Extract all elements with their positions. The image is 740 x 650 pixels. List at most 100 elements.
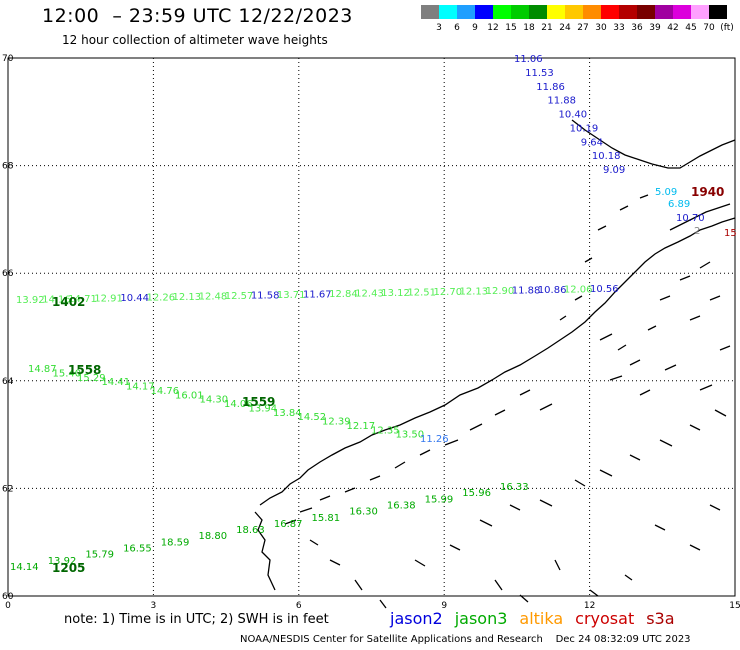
wave-height-value: 12.13: [460, 287, 489, 298]
y-tick-label: 68: [2, 162, 14, 172]
coastline: [254, 119, 736, 609]
legend-swatch: [691, 5, 709, 19]
wave-height-value: 11.67: [303, 290, 332, 301]
wave-height-value: 15.99: [425, 494, 454, 505]
wave-height-value: 14.52: [298, 412, 327, 423]
map-frame: [7, 57, 736, 597]
chart-subtitle: 12 hour collection of altimeter wave hei…: [62, 33, 328, 47]
wave-height-value: 13.50: [396, 430, 425, 441]
wave-height-value: 9.09: [603, 165, 625, 176]
legend-label: 15: [505, 23, 517, 33]
satellite-jason2: jason2: [390, 609, 443, 628]
wave-height-value: 12.51: [407, 288, 436, 299]
wave-height-value: 12.91: [94, 294, 123, 305]
wave-height-value: 12.13: [173, 292, 202, 303]
color-legend: 3 6 9 12 15 18 21 24 27 30 33 36 39 42 45 70 (ft): [421, 5, 734, 35]
y-tick-label: 60: [2, 592, 14, 602]
pass-time-label: 1205: [52, 561, 85, 575]
legend-label: 45: [685, 23, 697, 33]
wave-height-value: 18.59: [161, 537, 190, 548]
wave-height-value: 11.88: [547, 96, 576, 107]
wave-height-value: 13.94: [249, 403, 278, 414]
wave-height-value: 11.06: [514, 54, 543, 65]
y-tick-label: 62: [2, 484, 13, 494]
legend-label: 30: [595, 23, 607, 33]
wave-height-value: 16.33: [500, 482, 529, 493]
wave-height-value: 15.96: [462, 488, 491, 499]
legend-label: 3: [436, 23, 442, 33]
legend-swatch: [511, 5, 529, 19]
wave-height-value: 9.64: [581, 137, 603, 148]
x-tick-label: 6: [296, 601, 302, 611]
wave-height-value: 10.44: [120, 293, 149, 304]
pass-time-label: 1402: [52, 295, 85, 309]
legend-swatch: [475, 5, 493, 19]
wave-height-value: 13.12: [381, 288, 410, 299]
wave-height-value: 13.92: [16, 295, 45, 306]
legend-label: 42: [667, 23, 679, 33]
wave-height-value: 11.88: [512, 286, 541, 297]
pass-time-label: 1940: [691, 185, 724, 199]
legend-label: 39: [649, 23, 661, 33]
legend-label: 33: [613, 23, 625, 33]
wave-height-value: 11.26: [420, 434, 449, 445]
wave-height-value: 12.06: [564, 285, 593, 296]
wave-height-value: 14.41: [102, 377, 131, 388]
wave-height-value: 14.14: [10, 562, 39, 573]
wave-height-value: 15.40: [53, 368, 82, 379]
wave-height-value: 12.43: [355, 289, 384, 300]
wave-height-labels: 14.14 13.92 15.79 16.55 18.59 18.80 18.63 16.87…: [10, 54, 737, 575]
wave-height-value: 14.06: [224, 399, 253, 410]
satellite-cryosat: cryosat: [575, 609, 635, 628]
pass-time-label: 1558: [68, 363, 101, 377]
x-tick-label: 3: [151, 601, 157, 611]
wave-height-value: 14.16: [42, 295, 71, 306]
legend-swatch: [457, 5, 475, 19]
wave-height-value: 16.38: [387, 500, 416, 511]
legend-swatch: [655, 5, 673, 19]
wave-height-value: 18.63: [236, 525, 265, 536]
wave-height-value: 10.56: [590, 284, 619, 295]
axis-ticks: 0 3 6 9 12 15 60 62 64 66 68 70: [2, 54, 740, 611]
legend-label: 18: [523, 23, 535, 33]
x-tick-label: 9: [441, 601, 447, 611]
y-tick-label: 64: [2, 377, 14, 387]
wave-height-value: 12.35: [371, 425, 400, 436]
wave-height-value: 18.80: [198, 531, 227, 542]
wave-height-value: 15.29: [77, 373, 106, 384]
wave-height-value: 10.70: [676, 213, 705, 224]
wave-height-value: 12.84: [329, 289, 358, 300]
legend-swatch: [619, 5, 637, 19]
x-tick-label: 0: [5, 601, 11, 611]
wave-height-value: 12.90: [486, 286, 515, 297]
wave-height-value: 10.19: [570, 123, 599, 134]
x-tick-label: 12: [584, 601, 595, 611]
legend-swatch: [421, 5, 439, 19]
legend-swatch: [493, 5, 511, 19]
legend-label: 6: [454, 23, 460, 33]
wave-height-value: 13.71: [277, 290, 306, 301]
wave-height-value: 12.57: [225, 291, 254, 302]
wave-height-value: 5.09: [655, 187, 677, 198]
wave-height-value: 10.86: [538, 285, 567, 296]
legend-swatch: [529, 5, 547, 19]
legend-label: 9: [472, 23, 478, 33]
grid-lines: [8, 58, 735, 596]
wave-height-value: 6.89: [668, 199, 690, 210]
wave-height-value: 14.17: [126, 382, 155, 393]
wave-height-value: 15.81: [312, 513, 341, 524]
wave-height-value: 14.87: [28, 364, 57, 375]
y-tick-label: 70: [2, 54, 14, 64]
legend-label: 12: [487, 23, 499, 33]
wave-height-value: 11.53: [525, 68, 554, 79]
wave-height-value: 16.55: [123, 544, 152, 555]
wave-height-value: 13.84: [273, 408, 302, 419]
chart-title: 12:00 – 23:59 UTC 12/22/2023: [42, 5, 353, 27]
wave-height-value: 12.39: [322, 417, 351, 428]
wave-height-value: 15: [724, 228, 737, 239]
legend-swatch: [565, 5, 583, 19]
pass-time-label: 1559: [242, 395, 275, 409]
satellite-s3a: s3a: [646, 609, 675, 628]
wave-height-value: 14.71: [68, 294, 97, 305]
